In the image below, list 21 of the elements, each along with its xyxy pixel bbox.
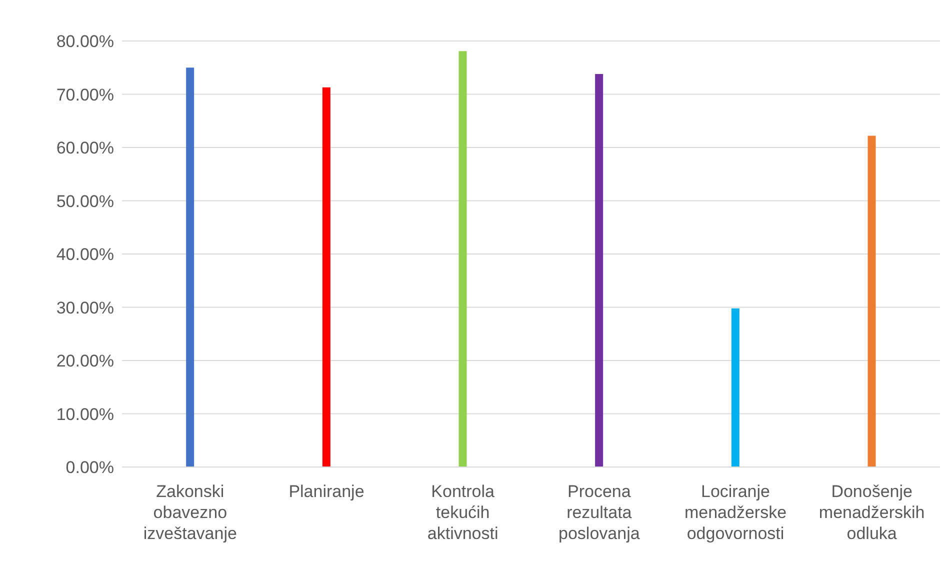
- bar: [868, 136, 876, 467]
- bar: [458, 51, 467, 467]
- x-tick-label: Procena rezultata poslovanja: [558, 482, 640, 543]
- y-tick-label: 80.00%: [56, 32, 114, 52]
- y-tick-label: 10.00%: [56, 404, 114, 424]
- x-tick-label: Donošenje menadžerskih odluka: [818, 482, 925, 543]
- y-tick-label: 60.00%: [56, 138, 114, 158]
- bar: [731, 308, 740, 467]
- x-tick-label: Lociranje menadžerske odgovornosti: [684, 482, 787, 543]
- x-tick-label: Planiranje: [288, 482, 364, 501]
- y-tick-label: 50.00%: [56, 192, 114, 211]
- y-tick-label: 40.00%: [56, 245, 114, 264]
- bar: [322, 87, 330, 467]
- y-tick-label: 30.00%: [56, 298, 114, 318]
- y-tick-label: 70.00%: [56, 85, 114, 104]
- bar: [595, 74, 604, 467]
- x-tick-label: Kontrola tekućih aktivnosti: [427, 482, 498, 543]
- x-tick-label: Zakonski obavezno izveštavanje: [143, 482, 237, 543]
- bar: [186, 68, 194, 467]
- y-tick-label: 0.00%: [66, 458, 114, 478]
- y-tick-label: 20.00%: [56, 352, 114, 371]
